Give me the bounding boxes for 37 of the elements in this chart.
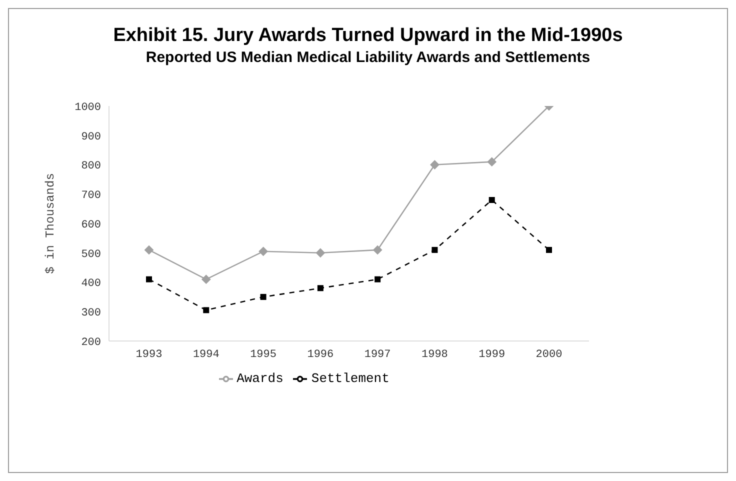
point (374, 276, 381, 282)
point (202, 274, 211, 284)
point (146, 276, 152, 282)
y-tick-label: 200 (81, 336, 101, 349)
point (258, 246, 268, 256)
point (317, 285, 324, 292)
y-tick-label: 300 (81, 308, 101, 320)
chart-subtitle: Reported US Median Medical Liability Awards and Settlements (144, 49, 592, 66)
x-tick-label: 1996 (307, 348, 334, 361)
y-tick-label: 600 (81, 219, 101, 232)
x-tick-label: 1999 (478, 348, 506, 361)
point (373, 245, 382, 254)
point (546, 246, 552, 253)
y-axis-title: $ in Thousands (43, 173, 58, 274)
point (432, 246, 438, 253)
y-tick-label: 500 (81, 248, 101, 261)
y-tick-label: 700 (81, 190, 101, 202)
point (430, 160, 440, 170)
point (203, 307, 210, 314)
legend-label: Settlement (311, 371, 390, 386)
x-tick-label: 1993 (136, 348, 162, 361)
x-tick-label: 1994 (192, 348, 220, 361)
y-tick-label: 800 (81, 160, 101, 173)
point (487, 157, 496, 166)
legend-label: Awards (236, 371, 284, 386)
chart-title: Exhibit 15. Jury Awards Turned Upward in the Mid-1990s (112, 25, 624, 47)
point (260, 294, 266, 300)
point (316, 248, 325, 258)
y-tick-label: 900 (81, 131, 101, 144)
point (488, 197, 495, 203)
point (144, 245, 154, 254)
x-tick-label: 2000 (536, 348, 562, 361)
y-tick-label: 400 (81, 278, 101, 290)
x-tick-label: 1997 (364, 348, 391, 361)
x-tick-label: 1998 (422, 348, 448, 361)
x-tick-label: 1995 (250, 348, 276, 361)
y-tick-label: 1000 (74, 102, 101, 114)
